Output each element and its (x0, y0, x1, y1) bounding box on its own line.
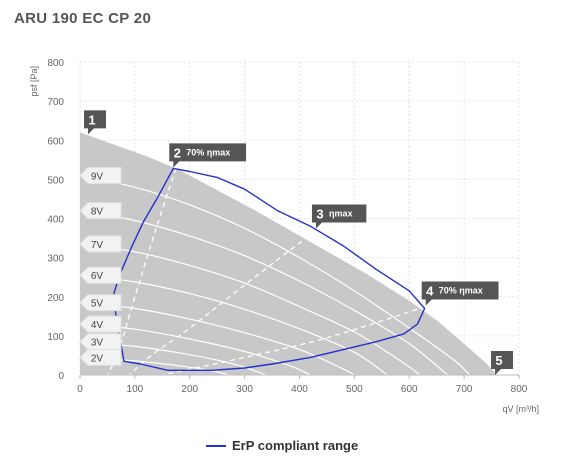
marker-number: 2 (174, 145, 181, 160)
y-tick-label: 400 (47, 215, 64, 226)
voltage-label: 5V (91, 299, 104, 310)
voltage-tag-6v: 6V (79, 266, 122, 284)
x-tick-label: 700 (456, 384, 473, 395)
speed-curve-4v (79, 323, 311, 376)
y-tick-label: 300 (47, 254, 64, 265)
marker-5: 5 (491, 351, 514, 375)
voltage-label: 6V (91, 271, 104, 282)
voltage-tag-9v: 9V (79, 166, 122, 184)
x-tick-label: 500 (346, 384, 363, 395)
marker-text: 70% ηmax (186, 147, 230, 157)
y-tick-label: 0 (58, 371, 64, 382)
efficiency-line-2 (128, 229, 317, 376)
voltage-tag-bg (79, 294, 122, 312)
x-tick-label: 400 (291, 384, 308, 395)
y-tick-label: 500 (47, 175, 64, 186)
marker-number: 5 (495, 353, 502, 368)
chart-title: ARU 190 EC CP 20 (14, 10, 152, 27)
voltage-tag-bg (79, 348, 122, 366)
voltage-labels: 9V 8V 7V 6V 5V 4V 3V 2V (79, 166, 122, 366)
voltage-tag-bg (79, 315, 122, 333)
x-tick-label: 100 (127, 384, 144, 395)
legend: ErP compliant range (206, 438, 358, 453)
marker-text: 70% ηmax (439, 286, 483, 296)
speed-curve-5v (79, 302, 355, 376)
y-tick-label: 200 (47, 293, 64, 304)
marker-number: 3 (316, 206, 323, 221)
voltage-label: 8V (91, 207, 104, 218)
marker-3: 3 ηmax (311, 204, 367, 229)
legend-label: ErP compliant range (232, 438, 359, 453)
marker-text: ηmax (329, 208, 353, 218)
y-axis-label: psf [Pa] (29, 66, 39, 97)
marker-2: 2 70% ηmax (169, 143, 247, 168)
marker-badge (491, 351, 514, 375)
x-tick-label: 300 (236, 384, 253, 395)
marker-number: 4 (426, 284, 434, 299)
envelope-layer (80, 132, 497, 375)
operating-envelope (80, 132, 497, 375)
y-tick-label: 100 (47, 332, 64, 343)
marker-badge (311, 204, 367, 229)
efficiency-line-3 (162, 305, 426, 376)
x-tick-label: 200 (181, 384, 198, 395)
y-tick-label: 700 (47, 97, 64, 108)
y-tick-label: 800 (47, 58, 64, 69)
x-axis-label: qV [m³/h] (502, 404, 539, 414)
marker-number: 1 (88, 112, 95, 127)
marker-1: 1 (84, 110, 106, 135)
voltage-tag-5v: 5V (79, 294, 122, 312)
voltage-label: 2V (91, 353, 104, 364)
speed-curve-6v (79, 274, 388, 376)
x-tick-label: 600 (401, 384, 418, 395)
marker-badge (169, 143, 247, 168)
legend-swatch (206, 444, 226, 447)
voltage-label: 4V (91, 320, 104, 331)
voltage-tag-2v: 2V (79, 348, 122, 366)
markers: 1 2 70% ηmax 3 ηmax 4 70% ηmax 5 (84, 110, 514, 375)
speed-curve-9v (79, 174, 471, 376)
voltage-label: 3V (91, 338, 104, 349)
voltage-tag-bg (79, 202, 122, 220)
speed-curve-7v (79, 243, 421, 376)
marker-badge (421, 281, 499, 306)
voltage-tag-3v: 3V (79, 333, 122, 351)
erp-range (112, 167, 426, 371)
voltage-tag-7v: 7V (79, 235, 122, 253)
marker-4: 4 70% ηmax (421, 281, 499, 306)
voltage-tag-bg (79, 166, 122, 184)
voltage-tag-bg (79, 333, 122, 351)
speed-curve-8v (79, 210, 449, 376)
x-tick-label: 0 (77, 384, 83, 395)
axes: 0 100 200 300 400 500 600 700 800 0 100 200 300 400 50… (29, 58, 539, 414)
y-tick-label: 600 (47, 136, 64, 147)
voltage-tag-bg (79, 266, 122, 284)
x-tick-label: 800 (511, 384, 528, 395)
voltage-tag-bg (79, 235, 122, 253)
voltage-tag-8v: 8V (79, 202, 122, 220)
voltage-label: 9V (91, 171, 104, 182)
voltage-label: 7V (91, 240, 104, 251)
marker-badge (84, 110, 106, 135)
erp-range-outline (112, 167, 426, 371)
voltage-tag-4v: 4V (79, 315, 122, 333)
